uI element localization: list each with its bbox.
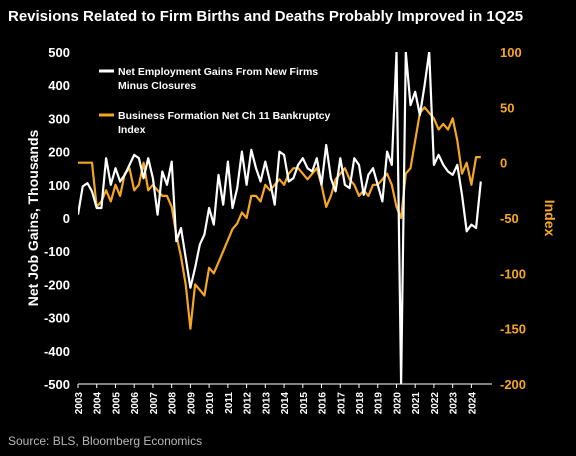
x-tick-label: 2016	[318, 392, 329, 415]
x-tick-label: 2015	[299, 392, 310, 415]
x-tick-label: 2018	[355, 392, 366, 415]
x-tick-label: 2007	[149, 392, 160, 415]
x-tick-label: 2004	[93, 392, 104, 415]
right-tick-label: -200	[500, 377, 526, 392]
x-axis-ticks: 2003 2004 2005 2006 2007 2008 2009 2010 2011 2012…	[74, 384, 478, 414]
left-axis-ticks: 500 400 300 200 100 0 -100 -200 -300 -400 -500	[44, 45, 70, 392]
series-layer	[78, 52, 482, 384]
x-tick-label: 2014	[280, 392, 291, 415]
left-tick-label: 400	[48, 78, 70, 93]
right-tick-label: -150	[500, 322, 526, 337]
right-tick-label: -100	[500, 266, 526, 281]
legend-label-net-employment-line1: Net Employment Gains From New Firms	[118, 66, 318, 78]
x-tick-label: 2020	[392, 392, 403, 415]
right-axis-ticks: 100 50 0 -50 -100 -150 -200	[500, 45, 526, 392]
left-tick-label: 100	[48, 178, 70, 193]
x-tick-label: 2009	[186, 392, 197, 415]
series-line-net-employment	[78, 52, 482, 384]
right-axis-label: Index	[542, 200, 558, 237]
right-tick-label: 50	[500, 100, 514, 115]
x-tick-label: 2013	[261, 392, 272, 415]
left-tick-label: 200	[48, 145, 70, 160]
x-tick-label: 2022	[430, 392, 441, 415]
left-axis-label: Net Job Gains, Thousands	[25, 130, 41, 307]
right-tick-label: 100	[500, 45, 522, 60]
left-tick-label: -500	[44, 377, 70, 392]
left-tick-label: -200	[44, 277, 70, 292]
x-tick-label: 2019	[374, 392, 385, 415]
chart-title: Revisions Related to Firm Births and Dea…	[8, 8, 524, 25]
left-tick-label: -100	[44, 244, 70, 259]
x-tick-label: 2011	[224, 392, 235, 414]
left-tick-label: 500	[48, 45, 70, 60]
left-tick-label: -400	[44, 344, 70, 359]
x-tick-label: 2023	[449, 392, 460, 415]
source-note: Source: BLS, Bloomberg Economics	[8, 434, 203, 448]
x-tick-label: 2008	[168, 392, 179, 415]
series-line-business-formation	[78, 106, 481, 330]
x-tick-label: 2017	[336, 392, 347, 415]
left-tick-label: 300	[48, 111, 70, 126]
left-tick-label: -300	[44, 311, 70, 326]
right-tick-label: 0	[500, 156, 507, 171]
x-tick-label: 2010	[205, 392, 216, 415]
x-tick-label: 2006	[130, 392, 141, 415]
legend-label-net-employment-line2: Minus Closures	[118, 80, 196, 92]
x-tick-label: 2024	[467, 392, 478, 415]
legend-label-business-formation-line1: Business Formation Net Ch 11 Bankruptcy	[118, 110, 331, 122]
x-tick-label: 2003	[74, 392, 85, 415]
x-tick-label: 2005	[111, 392, 122, 415]
left-tick-label: 0	[63, 211, 70, 226]
right-tick-label: -50	[500, 211, 519, 226]
legend-label-business-formation-line2: Index	[118, 124, 146, 136]
legend: Net Employment Gains From New Firms Minu…	[99, 66, 331, 136]
x-tick-label: 2012	[243, 392, 254, 415]
x-tick-label: 2021	[411, 392, 422, 415]
